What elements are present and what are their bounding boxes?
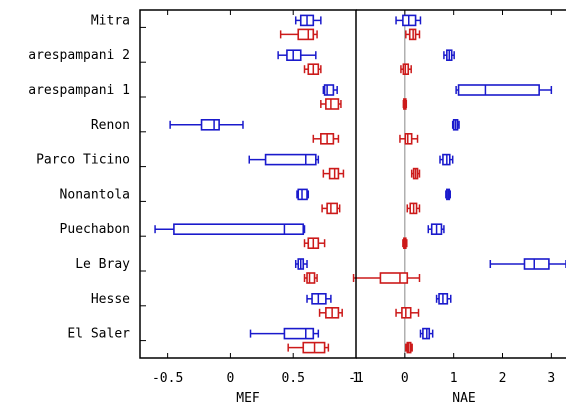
box-iqr xyxy=(326,202,338,215)
nae-box-red xyxy=(405,341,413,354)
nae-box-red xyxy=(352,272,421,284)
mef-box-red xyxy=(312,133,340,145)
category-label: Puechabon xyxy=(60,222,130,237)
box-iqr xyxy=(325,98,340,110)
mef-box-blue xyxy=(249,327,320,340)
nae-box-red xyxy=(402,237,408,249)
mef-box-red xyxy=(320,98,342,110)
mef-panel: -0.5 0 0.5 1 xyxy=(152,10,360,386)
nae-box-blue xyxy=(443,49,455,62)
mef-box-blue xyxy=(322,84,338,96)
x-tick-label: 2 xyxy=(499,371,507,386)
nae-box-blue xyxy=(435,292,452,305)
box-iqr xyxy=(323,84,335,96)
box-iqr xyxy=(379,272,409,284)
x-tick-label: 0.5 xyxy=(281,371,304,386)
mef-box-red xyxy=(303,63,322,75)
mef-box-red xyxy=(318,306,343,319)
box-iqr xyxy=(306,272,316,284)
category-label: arespampani 2 xyxy=(28,48,130,63)
nae-box-red xyxy=(395,306,420,319)
category-label: Mitra xyxy=(91,13,130,28)
x-tick-label: 0 xyxy=(227,371,235,386)
category-label: El Saler xyxy=(67,327,130,342)
category-label: Renon xyxy=(91,118,130,133)
mef-box-red xyxy=(303,272,318,284)
mef-box-blue xyxy=(248,153,320,166)
box-iqr xyxy=(283,327,315,340)
category-labels: Mitra arespampani 2 arespampani 1 Renon Parc… xyxy=(28,13,146,342)
category-label: Parco Ticino xyxy=(36,153,130,168)
mef-box-blue xyxy=(306,292,332,305)
nae-box-red xyxy=(405,28,421,41)
x-tick-label: 0 xyxy=(401,371,409,386)
mef-box-red xyxy=(287,341,330,354)
x-tick-label: -1 xyxy=(348,371,364,386)
x-tick-label: 1 xyxy=(352,371,360,386)
category-label: Nonantola xyxy=(60,187,130,202)
box-iqr xyxy=(264,153,317,166)
mef-box-blue xyxy=(296,188,310,201)
box-iqr xyxy=(173,223,305,235)
mef-box-red xyxy=(321,202,341,215)
nae-box-blue xyxy=(455,84,553,96)
nae-box-blue xyxy=(395,14,422,27)
mef-box-red xyxy=(279,28,318,41)
mef-box-blue xyxy=(294,14,322,27)
box-iqr xyxy=(200,119,220,131)
box-iqr xyxy=(457,84,540,96)
nae-box-blue xyxy=(427,223,445,235)
nae-box-blue xyxy=(451,119,460,131)
mef-frame xyxy=(139,9,357,359)
plot-frame xyxy=(139,9,566,359)
category-label: arespampani 1 xyxy=(28,83,130,98)
mef-box-blue xyxy=(294,258,308,270)
nae-panel: -1 0 1 2 3 xyxy=(348,10,566,386)
mef-box-blue xyxy=(154,223,306,235)
x-tick-label: -0.5 xyxy=(152,371,183,386)
mef-box-blue xyxy=(277,49,317,62)
box-iqr xyxy=(523,258,550,270)
x-tick-label: 1 xyxy=(450,371,458,386)
mef-box-red xyxy=(303,237,326,249)
nae-box-blue xyxy=(439,153,454,166)
mef-box-blue xyxy=(169,119,244,131)
nae-box-blue xyxy=(419,327,434,340)
nae-box-red xyxy=(406,202,421,215)
x-tick-label: 3 xyxy=(547,371,555,386)
box-iqr xyxy=(297,28,315,41)
nae-box-blue xyxy=(445,188,452,201)
nae-box-red xyxy=(400,63,412,75)
nae-box-blue xyxy=(489,258,566,270)
mef-axis-title: MEF xyxy=(236,391,260,406)
category-label: Le Bray xyxy=(75,257,130,272)
mef-box-red xyxy=(322,167,345,180)
nae-box-red xyxy=(399,133,419,145)
nae-box-red xyxy=(402,98,408,110)
nae-axis-title: NAE xyxy=(452,391,475,406)
nae-box-red xyxy=(410,167,421,180)
category-label: Hesse xyxy=(91,292,130,307)
